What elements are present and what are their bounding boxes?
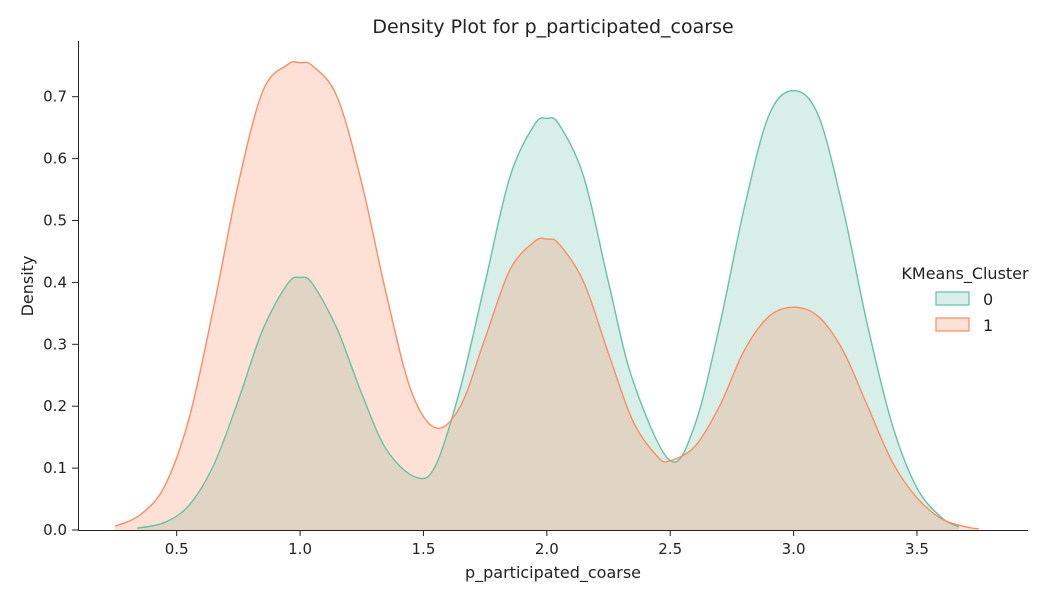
y-tick-label: 0.3 [43, 335, 67, 353]
x-ticks: 0.5 1.0 1.5 2.0 2.5 3.0 3.5 [165, 530, 929, 558]
y-tick-label: 0.6 [43, 150, 67, 168]
legend-swatch-0 [935, 291, 970, 306]
series-0-line [137, 89, 960, 529]
y-tick-label: 0.7 [43, 88, 67, 106]
x-tick-label: 2.0 [535, 540, 559, 558]
legend-label-1: 1 [983, 316, 993, 335]
legend-title: KMeans_Cluster [901, 264, 1029, 284]
y-tick-label: 0.2 [43, 397, 67, 415]
chart-title: Density Plot for p_participated_coarse [372, 16, 733, 38]
y-tick-label: 0.4 [43, 273, 67, 291]
y-tick-label: 0.0 [43, 521, 67, 539]
y-tick-label: 0.1 [43, 459, 67, 477]
legend-swatch-1 [935, 317, 970, 332]
x-tick-label: 0.5 [165, 540, 189, 558]
axes [78, 41, 1028, 531]
y-ticks: 0.0 0.1 0.2 0.3 0.4 0.5 0.6 0.7 [43, 88, 78, 539]
x-tick-label: 3.0 [782, 540, 806, 558]
legend-label-0: 0 [983, 290, 993, 309]
legend: KMeans_Cluster 0 1 [901, 264, 1029, 335]
series-0-area [137, 90, 959, 531]
series-1-area [115, 61, 979, 530]
plot-area [114, 61, 979, 531]
x-tick-label: 2.5 [658, 540, 682, 558]
x-tick-label: 1.0 [288, 540, 312, 558]
x-tick-label: 1.5 [412, 540, 436, 558]
y-axis-label: Density [18, 256, 37, 317]
series-1-line [114, 61, 979, 530]
x-tick-label: 3.5 [905, 540, 929, 558]
x-axis-label: p_participated_coarse [465, 563, 641, 583]
y-tick-label: 0.5 [43, 212, 67, 230]
